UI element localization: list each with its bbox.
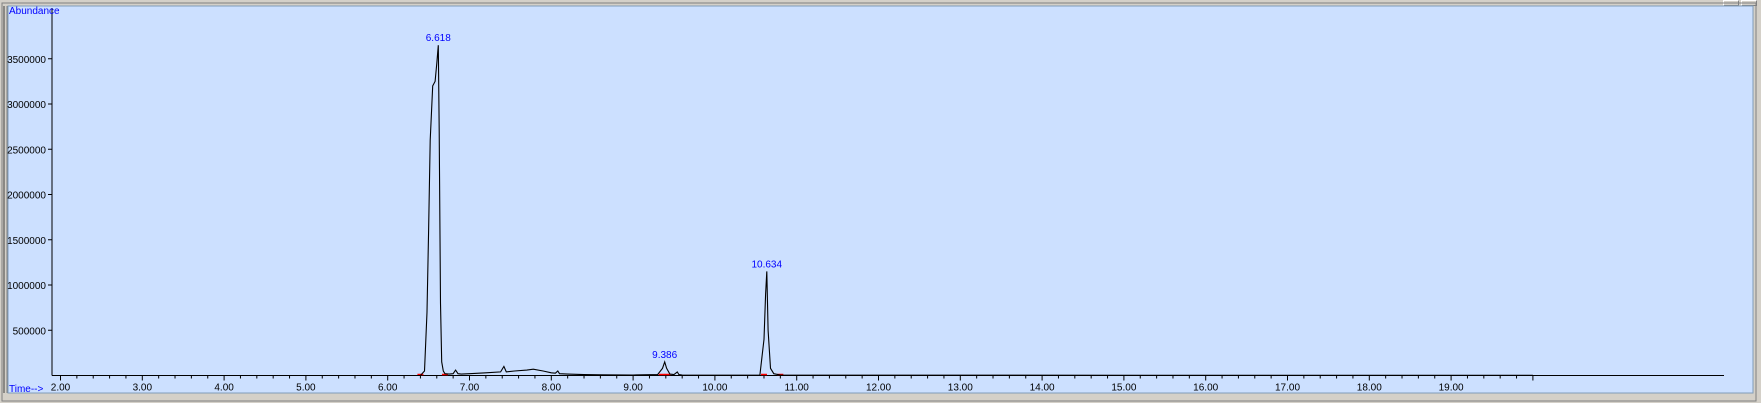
y-tick-label: 2500000 [7,145,46,156]
peak-label: 10.634 [751,259,782,270]
y-tick-label: 2000000 [7,191,46,202]
x-tick-label: 3.00 [133,383,153,394]
x-tick-label: 5.00 [296,383,316,394]
x-tick-label: 8.00 [542,383,562,394]
y-tick-label: 500000 [13,326,47,337]
x-tick-label: 15.00 [1111,383,1136,394]
plot-background [7,5,1754,394]
y-tick-label: 3500000 [7,55,46,66]
chromatogram-trace [60,45,1533,377]
peak-labels: 6.618 9.386 10.634 [426,33,783,361]
x-tick-label: 16.00 [1193,383,1218,394]
y-axis-title: Abundance [9,6,60,17]
x-tick-label: 12.00 [866,383,891,394]
x-tick-label: 17.00 [1275,383,1300,394]
peak-label: 6.618 [426,33,451,44]
x-tick-label: 2.00 [51,383,71,394]
y-tick-label: 1000000 [7,281,46,292]
x-tick-label: 6.00 [378,383,398,394]
x-tick-label: 19.00 [1439,383,1464,394]
y-tick-label: 1500000 [7,236,46,247]
x-tick-label: 14.00 [1030,383,1055,394]
x-tick-label: 7.00 [460,383,480,394]
x-tick-label: 4.00 [214,383,234,394]
y-axis: 500000 1000000 1500000 2000000 2500000 300000… [7,8,53,376]
x-tick-label: 10.00 [702,383,727,394]
peak-label: 9.386 [652,350,677,361]
x-tick-label: 13.00 [948,383,973,394]
x-axis-title: Time--> [9,384,44,395]
x-tick-label: 11.00 [785,383,810,394]
x-tick-label: 18.00 [1357,383,1382,394]
y-tick-label: 3000000 [7,100,46,111]
x-tick-label: 9.00 [623,383,643,394]
